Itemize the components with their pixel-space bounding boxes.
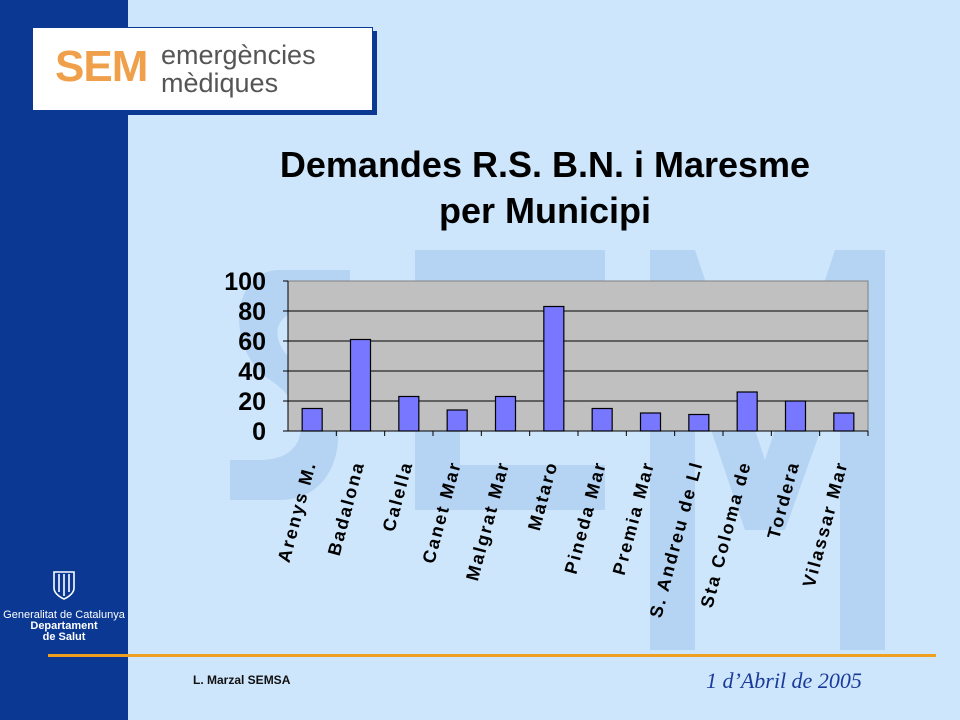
plot-area <box>287 280 869 432</box>
y-tick-label: 0 <box>252 418 266 446</box>
sem-logo: SEM emergències mèdiques <box>32 27 373 111</box>
x-tick-label: Malgrat Mar <box>462 459 513 583</box>
y-tick-label: 80 <box>238 298 266 326</box>
x-tick-label: Pineda Mar <box>561 459 610 576</box>
generalitat-name: Generalitat de Catalunya <box>3 609 125 621</box>
bar <box>494 395 517 432</box>
generalitat-emblem-icon <box>53 571 75 600</box>
y-tick-label: 40 <box>238 358 266 386</box>
y-tick-label: 100 <box>224 268 266 296</box>
department-name-2: de Salut <box>42 631 86 643</box>
bar <box>543 305 565 432</box>
bar <box>784 400 807 432</box>
chart-title-line-1: Demandes R.S. B.N. i Maresme <box>279 144 811 185</box>
x-tick-label: Sta Coloma de <box>697 459 755 610</box>
logo-line-1: emergències <box>161 40 316 70</box>
x-tick-label: Calella <box>379 459 417 534</box>
bar <box>349 338 372 432</box>
bar <box>446 409 468 432</box>
y-tick-label: 60 <box>238 328 266 356</box>
x-tick-label: Canet Mar <box>419 459 466 566</box>
sem-logo-mark: SEM <box>55 42 148 91</box>
x-tick-label: Mataro <box>524 459 562 533</box>
x-tick-label: Arenys M. <box>274 459 320 565</box>
footer-date: 1 d’Abril de 2005 <box>706 668 862 693</box>
bar <box>688 413 710 432</box>
generalitat-logo: Generalitat de Catalunya Departament de … <box>0 570 128 643</box>
bar <box>398 395 420 432</box>
bar <box>301 407 323 432</box>
bar <box>736 391 758 432</box>
chart-title: Demandes R.S. B.N. i Maresme per Municip… <box>230 142 860 234</box>
chart-title-line-2: per Municipi <box>438 190 651 231</box>
x-tick-label: Vilassar Mar <box>799 459 852 590</box>
bar <box>833 412 855 432</box>
bar <box>591 407 613 432</box>
y-tick-label: 20 <box>238 388 266 416</box>
x-tick-label: Tordera <box>763 459 803 541</box>
logo-line-2: mèdiques <box>161 68 279 98</box>
x-tick-label: Badalona <box>324 459 368 558</box>
x-tick-label: Premia Mar <box>609 459 659 577</box>
bar <box>639 412 662 432</box>
sidebar-band <box>0 0 128 720</box>
footer-divider <box>48 654 936 657</box>
footer-author: L. Marzal SEMSA <box>193 673 291 687</box>
x-tick-label: S. Andreu de Ll <box>646 459 707 620</box>
department-name: Departament <box>30 620 98 632</box>
